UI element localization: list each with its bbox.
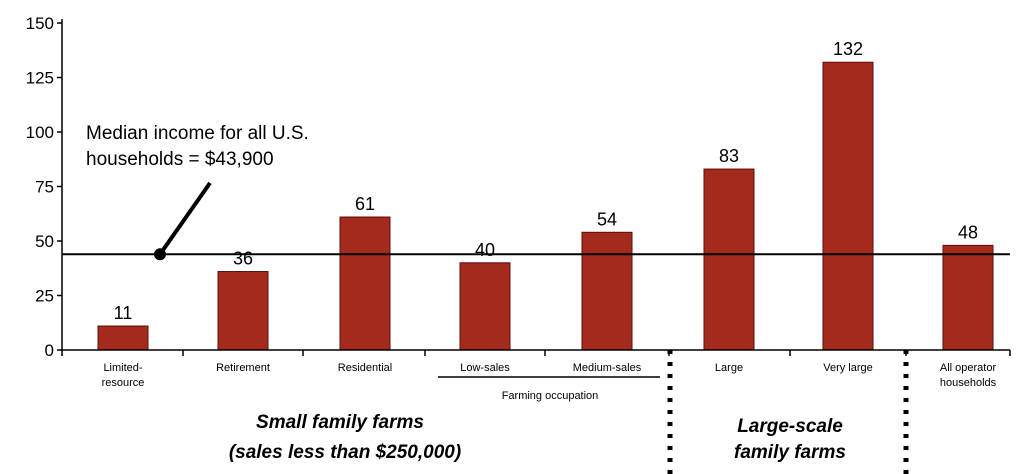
y-tick-label: 150 xyxy=(26,14,54,33)
bars: 11 36 61 40 54 83 132 48 xyxy=(97,39,994,351)
small-family-farms-label: Small family farms xyxy=(256,412,424,433)
x-axis: Limited-resource Retirement Residential Low… xyxy=(61,349,1011,389)
y-tick-label: 25 xyxy=(35,287,54,306)
bar-value-label: 83 xyxy=(719,146,739,166)
x-tick-label: Limited- xyxy=(103,362,142,374)
annotation-pointer xyxy=(158,181,212,256)
bar-value-label: 132 xyxy=(833,39,863,59)
bar-value-label: 11 xyxy=(114,303,133,323)
x-tick-label: Large xyxy=(715,362,743,374)
bar-value-label: 36 xyxy=(233,249,253,269)
y-tick-label: 125 xyxy=(26,69,54,88)
bar-value-label: 40 xyxy=(475,240,495,260)
x-tick-label: Medium-sales xyxy=(573,362,642,374)
large-scale-sublabel: family farms xyxy=(734,442,846,463)
bar xyxy=(581,231,633,351)
x-tick-label: resource xyxy=(102,377,145,389)
y-tick-label: 50 xyxy=(35,232,54,251)
bar-value-label: 61 xyxy=(355,194,375,214)
farming-occupation-label: Farming occupation xyxy=(502,390,599,402)
group-annotations: Farming occupation Small family farms (s… xyxy=(229,350,909,474)
bar xyxy=(942,244,994,351)
small-family-farms-sublabel: (sales less than $250,000) xyxy=(229,442,461,463)
y-axis: 0 25 50 75 100 125 150 xyxy=(26,14,63,360)
bar xyxy=(459,262,511,351)
median-income-reference: Median income for all U.S. households = $… xyxy=(62,123,1010,261)
bar-value-label: 48 xyxy=(958,222,978,242)
bar xyxy=(703,168,755,351)
bar xyxy=(217,271,269,351)
y-tick-label: 100 xyxy=(26,123,54,142)
median-income-annotation-line1: Median income for all U.S. xyxy=(86,123,309,144)
bar xyxy=(339,216,391,351)
x-tick-label: Low-sales xyxy=(460,362,510,374)
y-tick-label: 75 xyxy=(35,178,54,197)
x-tick-label: households xyxy=(940,377,997,389)
x-tick-label: Residential xyxy=(338,362,392,374)
bar xyxy=(97,325,149,351)
x-tick-label: Very large xyxy=(823,362,873,374)
bar-value-label: 54 xyxy=(597,209,617,229)
x-tick-label: Retirement xyxy=(216,362,270,374)
x-tick-label: All operator xyxy=(940,362,997,374)
y-tick-label: 0 xyxy=(45,341,54,360)
median-income-annotation-line2: households = $43,900 xyxy=(86,149,274,170)
large-scale-label: Large-scale xyxy=(737,416,843,437)
bar xyxy=(822,61,874,351)
annotation-dot xyxy=(154,248,166,261)
